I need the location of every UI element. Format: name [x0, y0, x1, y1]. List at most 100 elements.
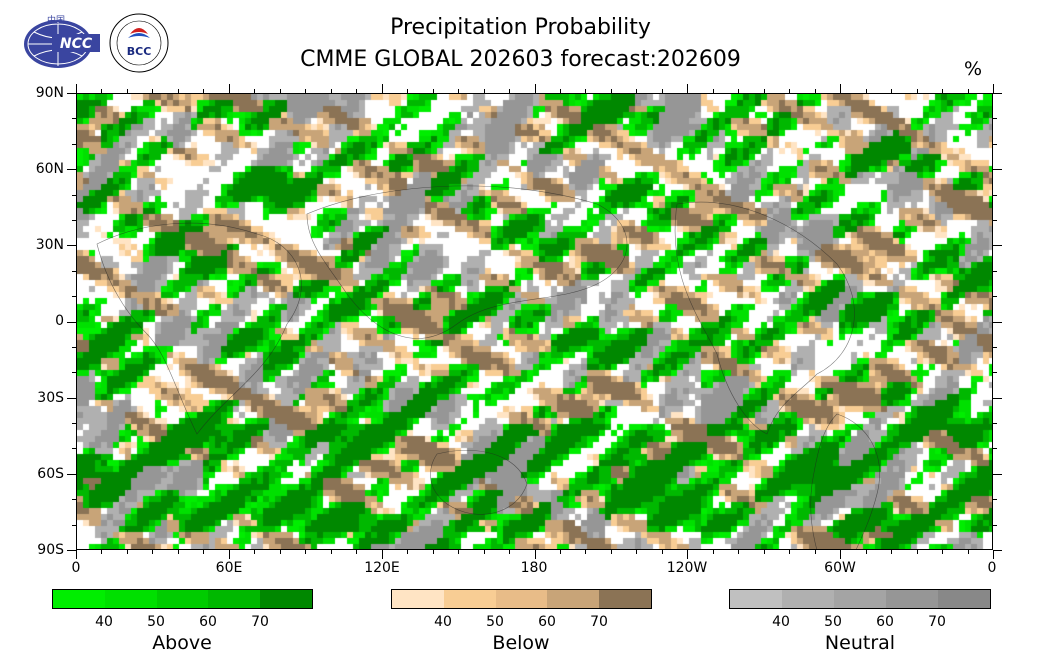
- tick-mark: [712, 550, 714, 554]
- svg-text:BCC: BCC: [127, 45, 152, 58]
- map-subtitle: CMME GLOBAL 202603 forecast:202609: [300, 47, 741, 72]
- below-swatch: [392, 590, 444, 608]
- tick-mark: [458, 89, 460, 93]
- tick-mark: [993, 524, 997, 526]
- tick-mark: [67, 169, 76, 171]
- tick-mark: [636, 89, 638, 93]
- tick-mark: [993, 84, 994, 93]
- tick-mark: [763, 550, 765, 554]
- tick-mark: [993, 473, 1002, 475]
- tick-mark: [305, 89, 307, 93]
- tick-mark: [993, 550, 1002, 551]
- y-label-90s: 90S: [37, 542, 64, 558]
- above-tick: 40: [95, 614, 113, 630]
- below-tick: 60: [538, 614, 556, 630]
- tick-mark: [993, 448, 997, 450]
- below-swatch: [443, 590, 496, 608]
- tick-mark: [509, 550, 511, 554]
- tick-mark: [763, 89, 765, 93]
- tick-mark: [381, 550, 383, 559]
- neutral-tick: 70: [928, 614, 946, 630]
- tick-mark: [330, 89, 332, 93]
- y-label-90n: 90N: [35, 85, 64, 101]
- tick-mark: [509, 89, 511, 93]
- tick-mark: [993, 397, 1002, 399]
- tick-mark: [330, 550, 332, 554]
- tick-mark: [661, 89, 663, 93]
- above-tick: 50: [147, 614, 165, 630]
- tick-mark: [789, 89, 791, 93]
- tick-mark: [993, 118, 997, 120]
- tick-mark: [432, 89, 434, 93]
- svg-text:NCC: NCC: [60, 36, 93, 52]
- neutral-tick: 50: [824, 614, 842, 630]
- tick-mark: [356, 550, 358, 554]
- tick-mark: [356, 89, 358, 93]
- above-colorbar: [52, 589, 313, 609]
- tick-mark: [865, 89, 867, 93]
- tick-mark: [126, 89, 128, 93]
- tick-mark: [279, 550, 281, 554]
- tick-mark: [432, 550, 434, 554]
- above-swatch: [208, 590, 261, 608]
- tick-mark: [177, 550, 179, 554]
- tick-mark: [67, 473, 76, 475]
- below-label: Below: [492, 632, 550, 654]
- above-swatch: [104, 590, 157, 608]
- tick-mark: [610, 550, 612, 554]
- y-label-30n: 30N: [35, 237, 64, 253]
- probability-raster: [77, 94, 992, 549]
- tick-mark: [993, 245, 1002, 247]
- below-tick: 40: [434, 614, 452, 630]
- above-tick: 70: [251, 614, 269, 630]
- tick-mark: [76, 550, 77, 559]
- tick-mark: [942, 89, 944, 93]
- tick-mark: [72, 448, 76, 450]
- tick-mark: [152, 550, 154, 554]
- tick-mark: [993, 499, 997, 501]
- y-label-0: 0: [55, 313, 64, 329]
- tick-mark: [72, 194, 76, 196]
- ncc-logo-icon: NCC 中国: [24, 14, 100, 68]
- tick-mark: [72, 423, 76, 425]
- tick-mark: [993, 321, 1002, 323]
- x-label-60e: 60E: [215, 560, 243, 576]
- tick-mark: [891, 550, 893, 554]
- tick-mark: [865, 550, 867, 554]
- tick-mark: [458, 550, 460, 554]
- coastline-path: [674, 201, 855, 435]
- tick-mark: [279, 89, 281, 93]
- tick-mark: [72, 219, 76, 221]
- neutral-swatch: [834, 590, 886, 608]
- below-swatch: [547, 590, 600, 608]
- tick-mark: [483, 89, 485, 93]
- above-label: Above: [152, 632, 212, 654]
- tick-mark: [993, 169, 1002, 171]
- tick-mark: [993, 194, 997, 196]
- tick-mark: [916, 89, 918, 93]
- tick-mark: [534, 550, 536, 559]
- x-label-0: 0: [71, 560, 81, 576]
- bcc-logo-icon: BCC: [109, 13, 169, 73]
- tick-mark: [228, 84, 230, 93]
- coastlines: [96, 185, 880, 549]
- tick-mark: [942, 550, 944, 554]
- above-swatch: [53, 590, 105, 608]
- tick-mark: [814, 550, 816, 554]
- tick-mark: [738, 550, 740, 554]
- below-swatch: [495, 590, 548, 608]
- tick-mark: [72, 346, 76, 348]
- tick-mark: [101, 550, 103, 554]
- tick-mark: [687, 84, 689, 93]
- tick-mark: [72, 143, 76, 145]
- tick-mark: [916, 550, 918, 554]
- above-tick: 60: [199, 614, 217, 630]
- tick-mark: [381, 84, 383, 93]
- tick-mark: [152, 89, 154, 93]
- tick-mark: [840, 84, 842, 93]
- coastline-path: [306, 185, 628, 339]
- precipitation-probability-map: [76, 93, 993, 550]
- y-label-60s: 60S: [37, 466, 64, 482]
- x-label-60w: 60W: [824, 560, 856, 576]
- tick-mark: [993, 93, 1002, 94]
